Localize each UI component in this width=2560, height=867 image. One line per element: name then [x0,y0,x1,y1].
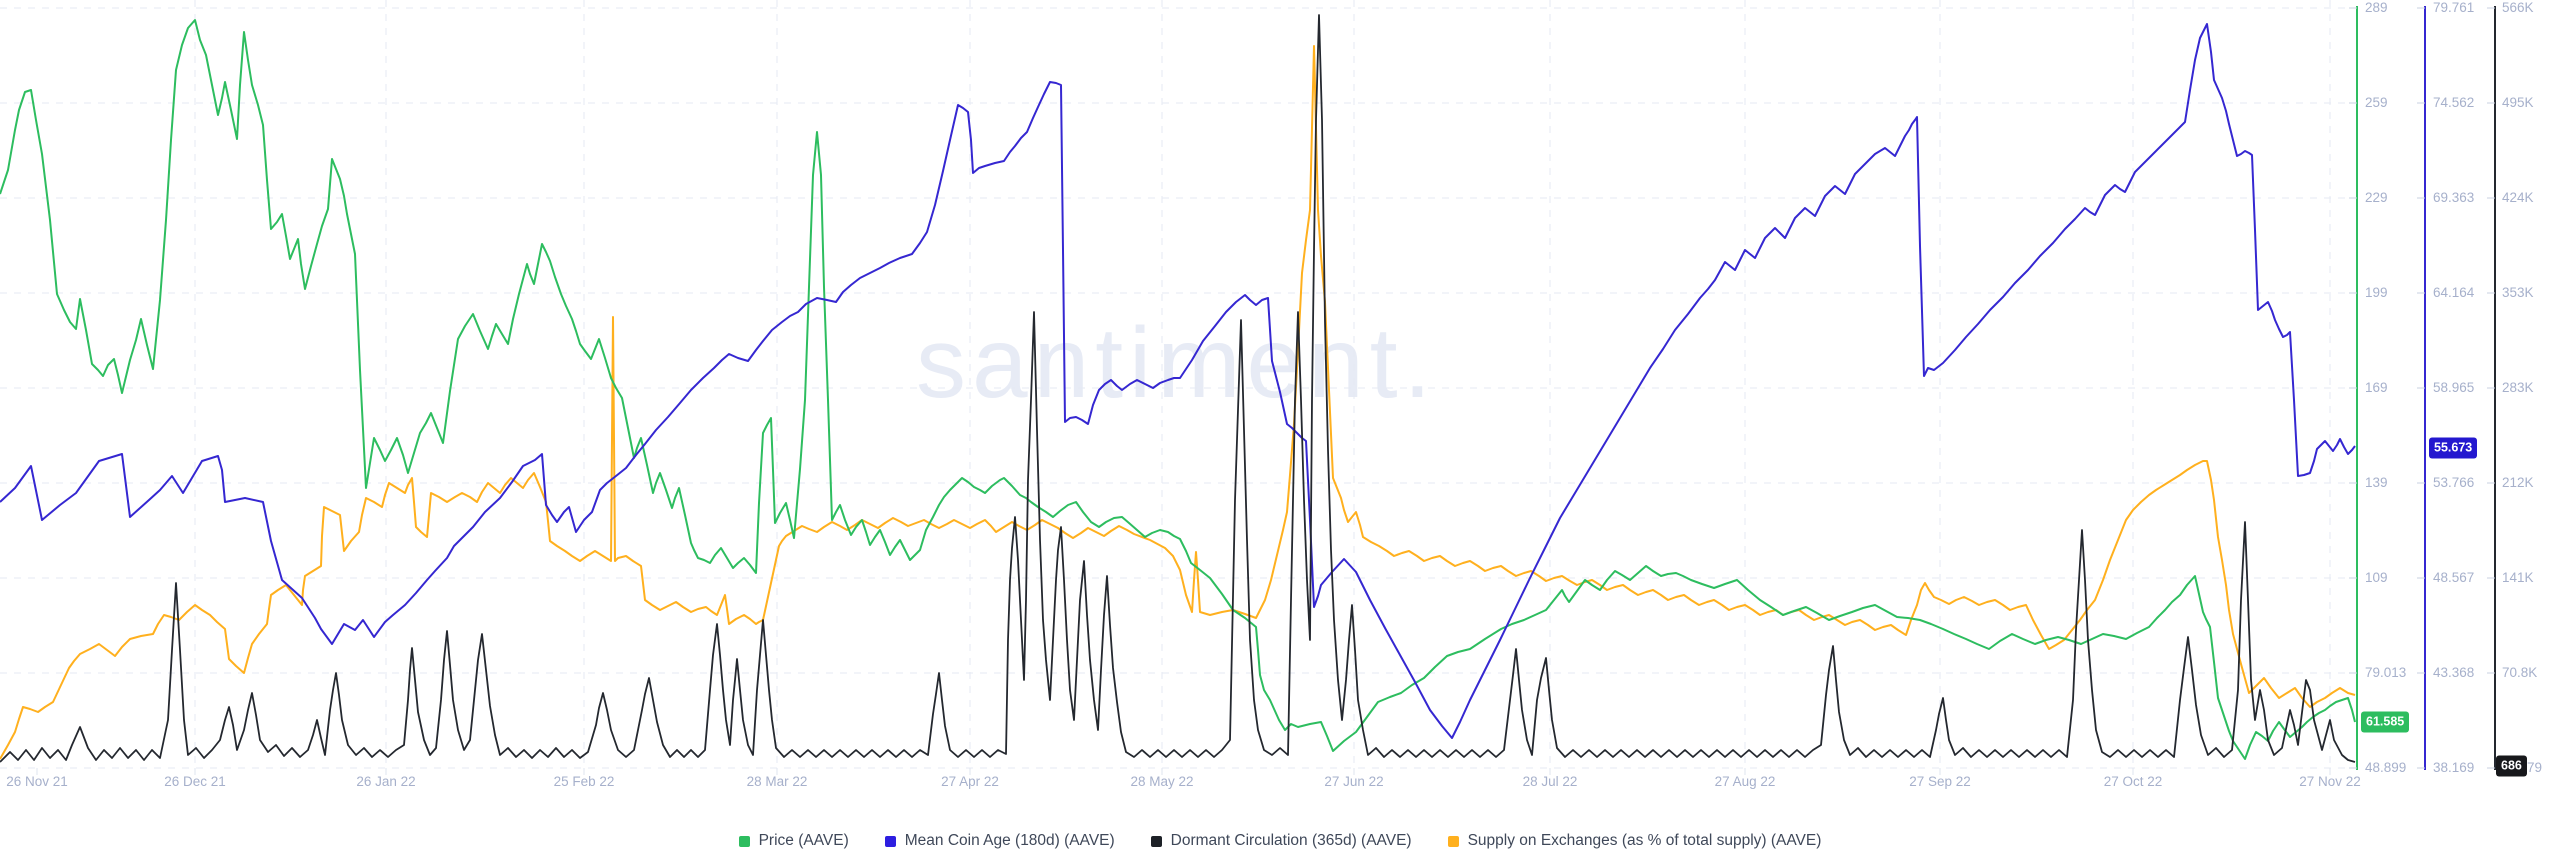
axis-tick-label-price: 289 [2365,0,2388,15]
x-axis-date-label: 28 May 22 [1130,774,1194,789]
axis-tick-label-price: 48.899 [2365,760,2407,775]
legend-swatch-icon [884,835,896,847]
series-line-dormant_circulation [0,14,2356,763]
axis-tick-label-dormant_circulation: 79 [2527,760,2543,775]
axis-tick-label-dormant_circulation: 141K [2502,570,2534,585]
x-axis-date-label: 27 Aug 22 [1714,774,1776,789]
series-line-price [0,19,2356,760]
axis-tick-label-mean_coin_age: 74.562 [2433,95,2475,110]
legend-label: Dormant Circulation (365d) (AAVE) [1170,832,1412,849]
axis-tick-label-dormant_circulation: 212K [2502,475,2534,490]
x-axis-date-label: 27 Jun 22 [1324,774,1384,789]
axis-tick-label-mean_coin_age: 58.965 [2433,380,2475,395]
legend-item[interactable]: Mean Coin Age (180d) (AAVE) [884,832,1115,850]
legend-item[interactable]: Supply on Exchanges (as % of total suppl… [1447,832,1822,850]
legend-label: Supply on Exchanges (as % of total suppl… [1467,832,1822,849]
x-axis-date-label: 27 Apr 22 [941,774,999,789]
legend-label: Mean Coin Age (180d) (AAVE) [904,832,1115,849]
axis-tick-label-mean_coin_age: 64.164 [2433,285,2475,300]
axis-tick-label-mean_coin_age: 53.766 [2433,475,2475,490]
legend-swatch-icon [1150,835,1162,847]
axis-tick-label-mean_coin_age: 43.368 [2433,665,2475,680]
x-axis-date-label: 28 Mar 22 [746,774,808,789]
x-axis-date-label: 28 Jul 22 [1522,774,1578,789]
axis-tick-label-price: 109 [2365,570,2388,585]
last-value-badge-mean_coin_age: 55.673 [2429,437,2478,459]
axis-tick-label-price: 79.013 [2365,665,2407,680]
chart-legend: Price (AAVE) Mean Coin Age (180d) (AAVE) D… [0,832,2560,850]
axis-tick-label-dormant_circulation: 566K [2502,0,2534,15]
x-axis-date-label: 26 Nov 21 [6,774,68,789]
axis-tick-label-price: 139 [2365,475,2388,490]
x-axis-date-label: 25 Feb 22 [553,774,615,789]
axis-tick-label-price: 229 [2365,190,2388,205]
last-value-badge-price: 61.585 [2361,711,2410,733]
axis-tick-label-price: 259 [2365,95,2388,110]
axis-tick-label-dormant_circulation: 70.8K [2502,665,2538,680]
santiment-watermark: santiment. [916,307,1438,419]
axis-tick-label-price: 199 [2365,285,2388,300]
legend-swatch-icon [1447,835,1459,847]
axis-tick-label-mean_coin_age: 79.761 [2433,0,2475,15]
legend-item[interactable]: Dormant Circulation (365d) (AAVE) [1150,832,1412,850]
x-axis-date-label: 26 Dec 21 [164,774,226,789]
axis-tick-label-mean_coin_age: 38.169 [2433,760,2475,775]
series-line-supply_on_exchanges [0,45,2356,760]
legend-swatch-icon [738,835,750,847]
x-axis-date-label: 27 Nov 22 [2299,774,2361,789]
axis-tick-label-mean_coin_age: 48.567 [2433,570,2475,585]
x-axis-date-label: 26 Jan 22 [356,774,416,789]
series-line-mean_coin_age [0,23,2356,739]
legend-item[interactable]: Price (AAVE) [738,832,849,850]
axis-tick-label-dormant_circulation: 495K [2502,95,2534,110]
axis-tick-label-mean_coin_age: 69.363 [2433,190,2475,205]
last-value-badge-dormant_circulation: 686 [2496,755,2527,777]
chart-canvas[interactable] [0,0,2560,810]
axis-tick-label-dormant_circulation: 424K [2502,190,2534,205]
x-axis-date-label: 27 Oct 22 [2103,774,2163,789]
axis-tick-label-dormant_circulation: 283K [2502,380,2534,395]
x-axis-date-label: 27 Sep 22 [1909,774,1971,789]
axis-tick-label-price: 169 [2365,380,2388,395]
axis-tick-label-dormant_circulation: 353K [2502,285,2534,300]
legend-label: Price (AAVE) [758,832,849,849]
